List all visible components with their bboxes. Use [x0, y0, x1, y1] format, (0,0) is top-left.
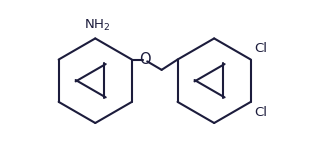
Text: Cl: Cl: [254, 106, 267, 119]
Text: NH$_2$: NH$_2$: [84, 18, 111, 33]
Text: O: O: [139, 52, 150, 67]
Text: Cl: Cl: [254, 42, 267, 56]
